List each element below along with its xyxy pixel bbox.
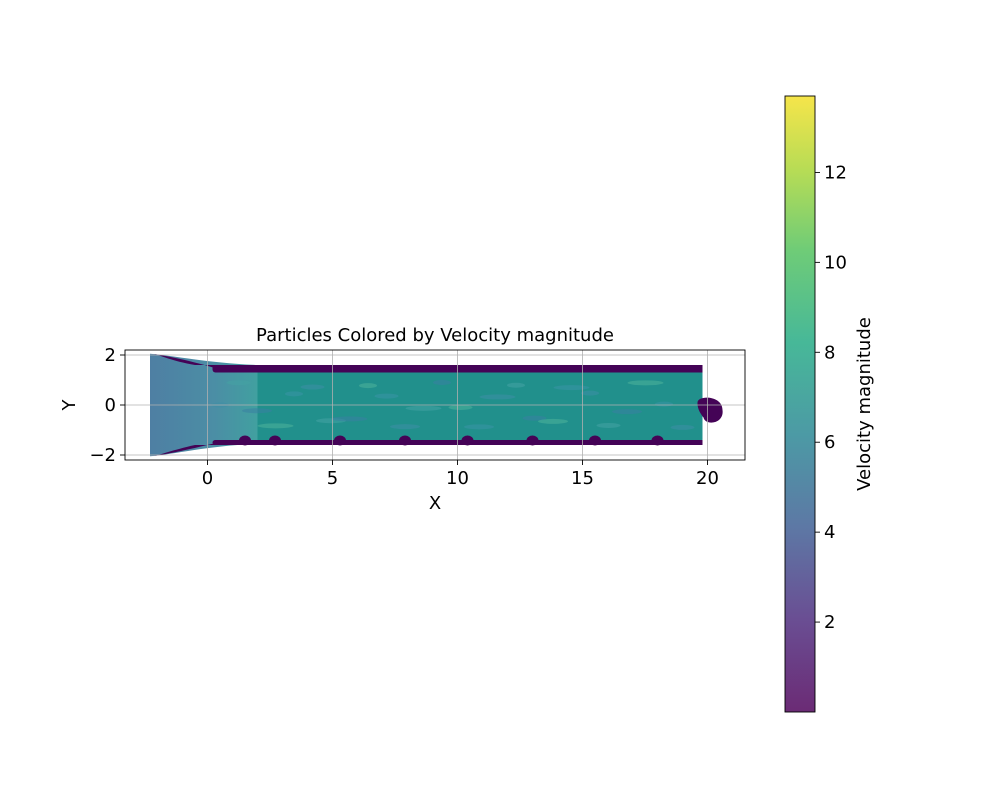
colorbar-tick-label: 2: [824, 612, 835, 633]
colorbar-tick-label: 12: [824, 162, 847, 183]
colorbar-ticks: 2 4 6 8 10 12: [815, 162, 847, 633]
x-tick-label: 20: [696, 468, 719, 489]
wall-bump: [399, 435, 411, 446]
y-tick-label: 2: [105, 345, 116, 366]
flow-streak: [374, 393, 399, 399]
wall-bump: [239, 435, 251, 446]
flow-streak: [581, 390, 599, 396]
flow-streak: [448, 404, 473, 410]
flow-streak: [390, 424, 420, 430]
colorbar-tick-label: 10: [824, 252, 847, 273]
gridlines: [125, 350, 745, 460]
colorbar-tick-label: 4: [824, 522, 835, 543]
flow-streak: [627, 380, 664, 386]
y-axis-label: Y: [59, 399, 80, 412]
flow-streak: [464, 424, 494, 430]
y-tick-label: 0: [105, 395, 116, 416]
flow-streak: [670, 424, 695, 430]
flow-streak: [479, 394, 516, 400]
wall-bump: [461, 435, 474, 446]
flow-streak: [596, 422, 621, 428]
x-axis-label: X: [429, 493, 441, 514]
x-tick-label: 10: [446, 468, 469, 489]
wall-bump: [589, 435, 601, 446]
flow-streak: [300, 384, 325, 390]
y-tick-label: −2: [89, 445, 116, 466]
flow-streak: [538, 418, 568, 424]
chart-title: Particles Colored by Velocity magnitude: [256, 325, 614, 346]
flow-streak: [553, 385, 590, 391]
flow-streak: [359, 383, 377, 389]
outlet-blob: [697, 397, 723, 423]
flow-streak: [242, 408, 272, 414]
colorbar-label: Velocity magnitude: [854, 317, 875, 491]
x-tick-label: 0: [202, 468, 213, 489]
flow-streak: [285, 391, 303, 397]
colorbar-tick-label: 6: [824, 432, 835, 453]
x-tick-label: 15: [571, 468, 594, 489]
flow-streak: [612, 409, 642, 415]
wall-bump: [269, 435, 281, 446]
colorbar-tick-label: 8: [824, 342, 835, 363]
wall-bump: [651, 435, 664, 446]
y-axis-ticks: −2 0 2: [89, 345, 125, 466]
flow-streak: [655, 401, 673, 407]
flow-streak: [331, 416, 368, 422]
flow-streak: [507, 382, 525, 388]
flow-streak: [405, 405, 442, 411]
flow-streak: [522, 415, 547, 421]
colorbar: [784, 95, 816, 713]
flow-streak: [257, 423, 294, 429]
wall-bump: [526, 435, 539, 446]
x-axis-ticks: 0 5 10 15 20: [202, 460, 719, 489]
wall-bump: [334, 435, 346, 446]
flow-streak: [433, 380, 451, 386]
flow-streak: [226, 380, 251, 386]
x-tick-label: 5: [327, 468, 338, 489]
